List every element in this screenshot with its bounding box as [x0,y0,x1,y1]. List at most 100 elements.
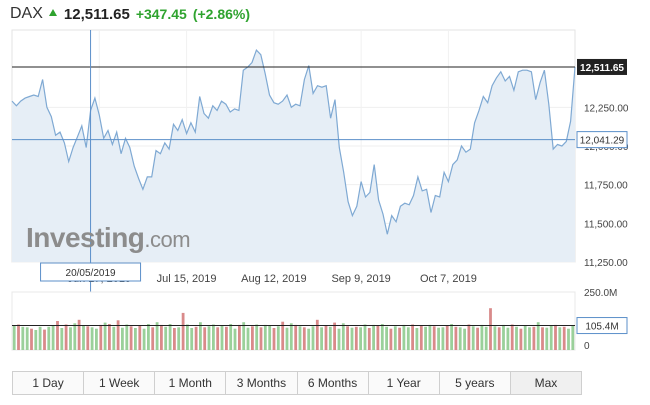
volume-bar [419,325,423,350]
volume-bar [341,323,345,350]
volume-bar [497,327,501,350]
volume-bar [238,324,241,350]
volume-bar [363,324,367,350]
price-area-fill [12,50,575,262]
volume-bar [333,322,336,350]
volume-bar [502,324,505,350]
volume-bar [376,325,380,350]
volume-bar [454,326,458,350]
volume-bar [471,326,475,350]
range-1-year-button[interactable]: 1 Year [369,372,440,394]
volume-bar [424,326,427,350]
volume-tick-label-0: 250.0M [584,288,617,299]
volume-bar [56,321,59,350]
volume-bar [554,324,557,350]
volume-bar [103,322,107,350]
volume-bar [51,325,55,350]
watermark-brand: Investing [26,222,145,253]
volume-bar [199,322,202,350]
investing-watermark: Investing.com [26,222,191,254]
volume-bar [558,327,562,350]
volume-bar [289,323,293,350]
volume-bar [307,328,311,350]
volume-bar [168,324,172,350]
volume-current-box [576,317,628,335]
price-change-percent: (+2.86%) [192,6,251,22]
volume-bar [432,326,436,350]
volume-tick-label-2: 0 [584,341,590,352]
volume-bar [411,324,414,350]
volume-bar [337,328,341,350]
x-tick-label-2: Aug 12, 2019 [241,273,306,285]
volume-bar [567,328,570,350]
volume-bar [467,324,471,350]
volume-bar [229,324,233,350]
volume-bar [549,325,553,350]
range-1-week-button[interactable]: 1 Week [84,372,156,394]
volume-bar [385,326,388,350]
y-tick-label-2: 11,750.00 [584,181,628,192]
volume-bar [255,324,259,350]
volume-bar [536,322,540,350]
range-3-months-button[interactable]: 3 Months [226,372,298,394]
volume-bar [138,325,142,350]
watermark-suffix: .com [144,227,191,252]
volume-bar [489,308,492,350]
volume-bar [190,328,194,350]
volume-bar [64,324,68,350]
crosshair-value-box [576,131,628,149]
current-price-label: 12,511.65 [580,63,624,74]
volume-bar [493,326,497,350]
volume-bar [515,326,518,350]
volume-bar [476,327,479,350]
volume-bar [129,326,133,350]
volume-bar [155,322,159,350]
volume-bar [562,326,566,350]
volume-bar [398,327,401,350]
volume-bar [372,324,375,350]
range-1-day-button[interactable]: 1 Day [13,372,85,394]
volume-bar [259,327,263,350]
volume-bar [121,327,124,350]
y-tick-label-3: 11,500.00 [584,219,628,230]
volume-bar [393,326,397,350]
up-arrow-icon [48,8,57,16]
volume-bar [90,327,94,350]
volume-bar [25,327,29,350]
volume-bar [389,328,393,350]
volume-bar [263,324,267,350]
volume-bar [95,328,98,350]
volume-bar [233,328,237,350]
volume-bar [402,324,406,350]
range-1-month-button[interactable]: 1 Month [155,372,227,394]
volume-bar [212,324,215,350]
volume-bar [415,328,419,350]
volume-bar [510,324,514,350]
volume-bar [125,324,129,350]
volume-bar [160,324,163,350]
volume-bar [207,326,211,350]
range-max-button[interactable]: Max [510,372,581,394]
volume-bar [21,326,25,350]
volume-bar [142,328,146,350]
volume-bar [328,326,332,350]
volume-bar [17,324,20,350]
volume-bar [545,327,549,350]
volume-bar [134,328,137,350]
volume-bar [285,327,289,350]
volume-bar [60,328,64,350]
volume-bar [12,325,16,350]
range-6-months-button[interactable]: 6 Months [298,372,369,394]
range-5-years-button[interactable]: 5 years [440,372,511,394]
volume-bar [30,328,33,350]
volume-bar [77,319,81,350]
volume-bar [43,329,46,350]
volume-bar [281,321,285,350]
volume-bar [151,327,155,350]
volume-bar [298,326,302,350]
x-tick-label-3: Sep 9, 2019 [331,273,390,285]
time-range-selector: 1 Day 1 Week 1 Month 3 Months 6 Months 1… [12,371,582,395]
volume-bar [268,325,272,350]
volume-bar [528,327,531,350]
